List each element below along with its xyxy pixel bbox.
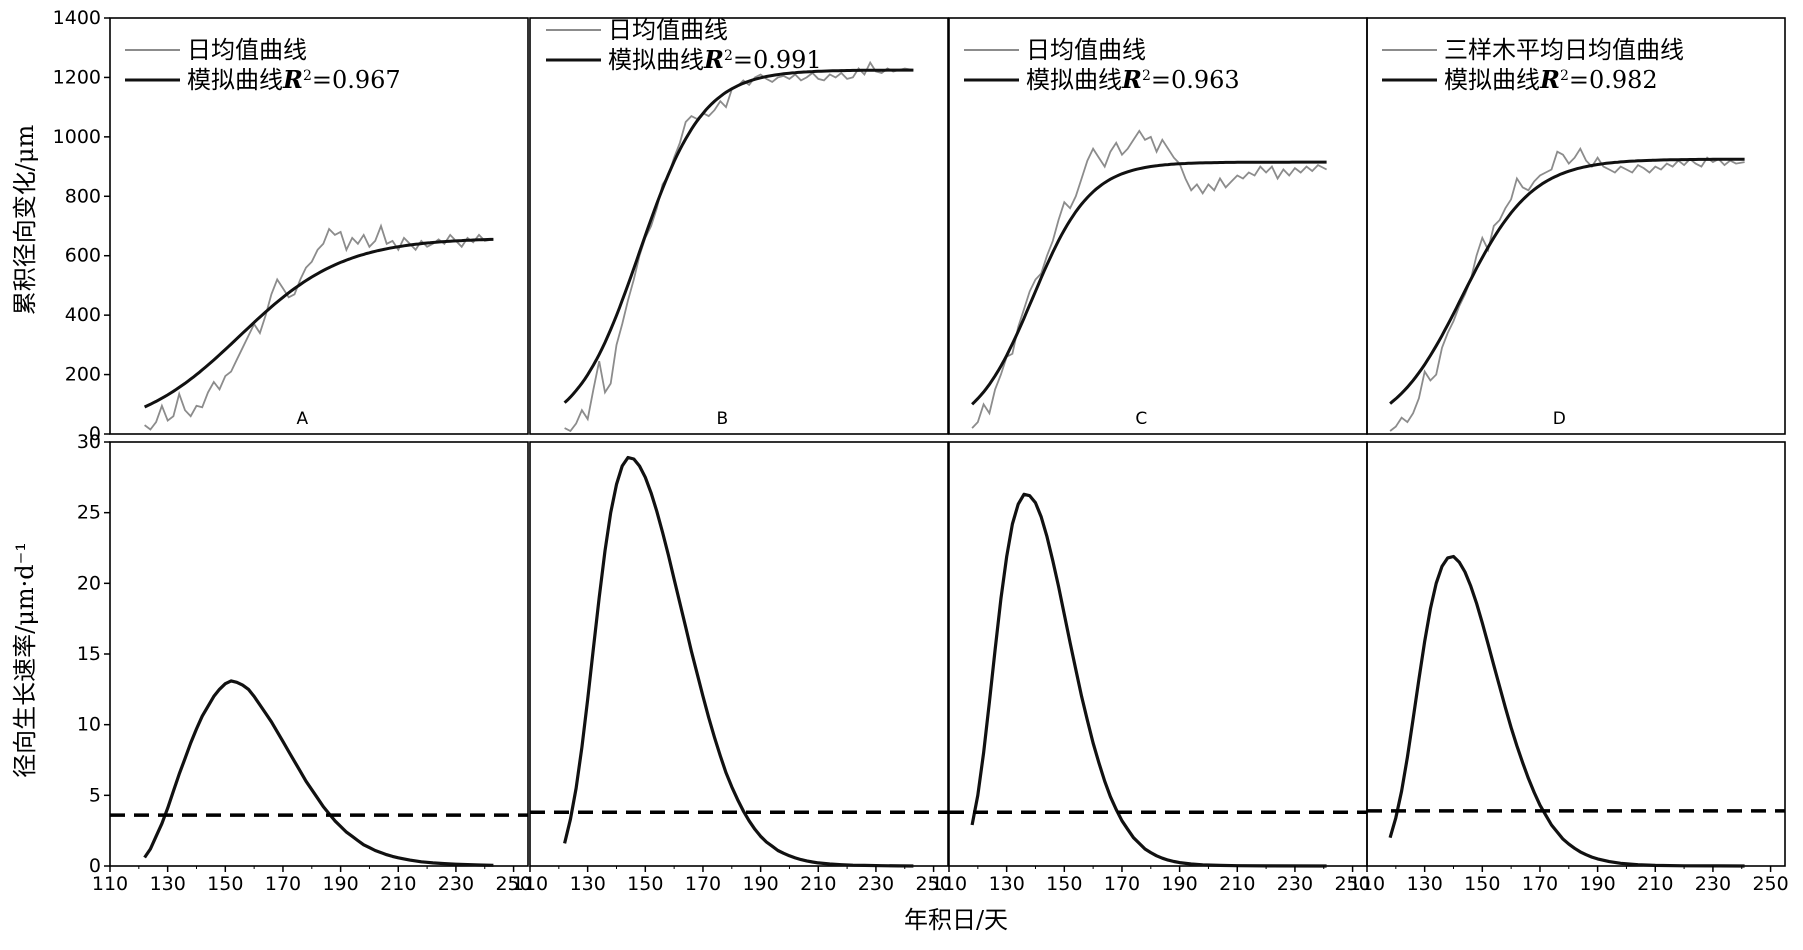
top-y-tick-label: 0 [89,423,101,445]
x-tick-label: 150 [207,873,243,895]
bottom-plot-frame [529,441,949,867]
x-tick-label: 190 [1161,873,1197,895]
fitted-curve-series [1389,157,1745,405]
x-tick-label: 130 [570,873,606,895]
x-tick-label: 210 [1219,873,1255,895]
legend-daily-text: 日均值曲线 [187,36,307,64]
x-tick-label: 190 [1579,873,1615,895]
x-tick-label: 250 [1334,873,1370,895]
top-y-tick-label: 1400 [53,7,101,29]
bottom-y-tick-label: 10 [77,714,101,736]
x-tick-label: 130 [1407,873,1443,895]
bottom-y-axis-title: 径向生长速率/μm·d⁻¹ [11,542,39,778]
bottom-y-tick-label: 15 [77,643,101,665]
bottom-y-tick-label: 30 [77,431,101,453]
x-tick-label: 230 [438,873,474,895]
x-tick-label: 250 [1752,873,1788,895]
top-y-tick-label: 800 [65,185,101,207]
top-y-tick-label: 1200 [53,66,101,88]
legend-daily-text: 三样木平均日均值曲线 [1444,36,1684,64]
x-tick-label: 170 [1104,873,1140,895]
x-tick-label: 230 [858,873,894,895]
daily-mean-series [971,129,1328,429]
bottom-y-tick-label: 25 [77,502,101,524]
x-tick-label: 110 [931,873,967,895]
legend-fit-text: 模拟曲线R2=0.991 [608,45,822,74]
x-tick-label: 110 [92,873,128,895]
x-tick-label: 230 [1695,873,1731,895]
x-tick-label: 190 [322,873,358,895]
growth-rate-series [1388,554,1745,868]
x-tick-label: 150 [1046,873,1082,895]
top-y-tick-label: 600 [65,245,101,267]
legend-fit-text: 模拟曲线R2=0.982 [1444,65,1658,94]
growth-rate-series [970,492,1327,868]
growth-rate-series [563,455,914,868]
x-axis-title: 年积日/天 [904,906,1008,934]
panel-label: B [716,409,728,429]
daily-mean-series [1389,146,1745,432]
x-tick-label: 190 [742,873,778,895]
x-tick-label: 130 [989,873,1025,895]
legend-daily-text: 日均值曲线 [608,16,728,44]
top-y-tick-label: 1000 [53,126,101,148]
bottom-plot-frame [1366,441,1786,867]
x-tick-label: 150 [627,873,663,895]
panel-label: C [1135,409,1147,429]
panel-label: A [296,409,308,429]
fitted-curve-series [143,237,494,409]
top-y-axis-title: 累积径向变化/μm [11,125,39,316]
top-plot-frame [529,17,949,435]
growth-rate-series [143,679,494,867]
x-tick-label: 230 [1277,873,1313,895]
x-tick-label: 110 [512,873,548,895]
bottom-y-tick-label: 0 [89,855,101,877]
top-plot-frame [1366,17,1786,435]
x-tick-label: 210 [800,873,836,895]
legend-daily-text: 日均值曲线 [1026,36,1146,64]
x-tick-label: 130 [150,873,186,895]
fitted-curve-series [971,160,1327,406]
x-tick-label: 170 [265,873,301,895]
legend-fit-text: 模拟曲线R2=0.963 [1026,65,1240,94]
x-tick-label: 170 [685,873,721,895]
top-plot-frame [109,17,529,435]
top-y-tick-label: 200 [65,364,101,386]
x-tick-label: 250 [495,873,531,895]
x-tick-label: 110 [1349,873,1385,895]
x-tick-label: 210 [1637,873,1673,895]
legend-fit-text: 模拟曲线R2=0.967 [187,65,401,94]
bottom-y-tick-label: 5 [89,784,101,806]
x-tick-label: 210 [380,873,416,895]
x-tick-label: 250 [915,873,951,895]
top-y-tick-label: 400 [65,304,101,326]
fitted-curve-series [563,68,914,404]
panel-label: D [1553,409,1566,429]
x-tick-label: 150 [1464,873,1500,895]
bottom-y-tick-label: 20 [77,572,101,594]
x-tick-label: 170 [1522,873,1558,895]
